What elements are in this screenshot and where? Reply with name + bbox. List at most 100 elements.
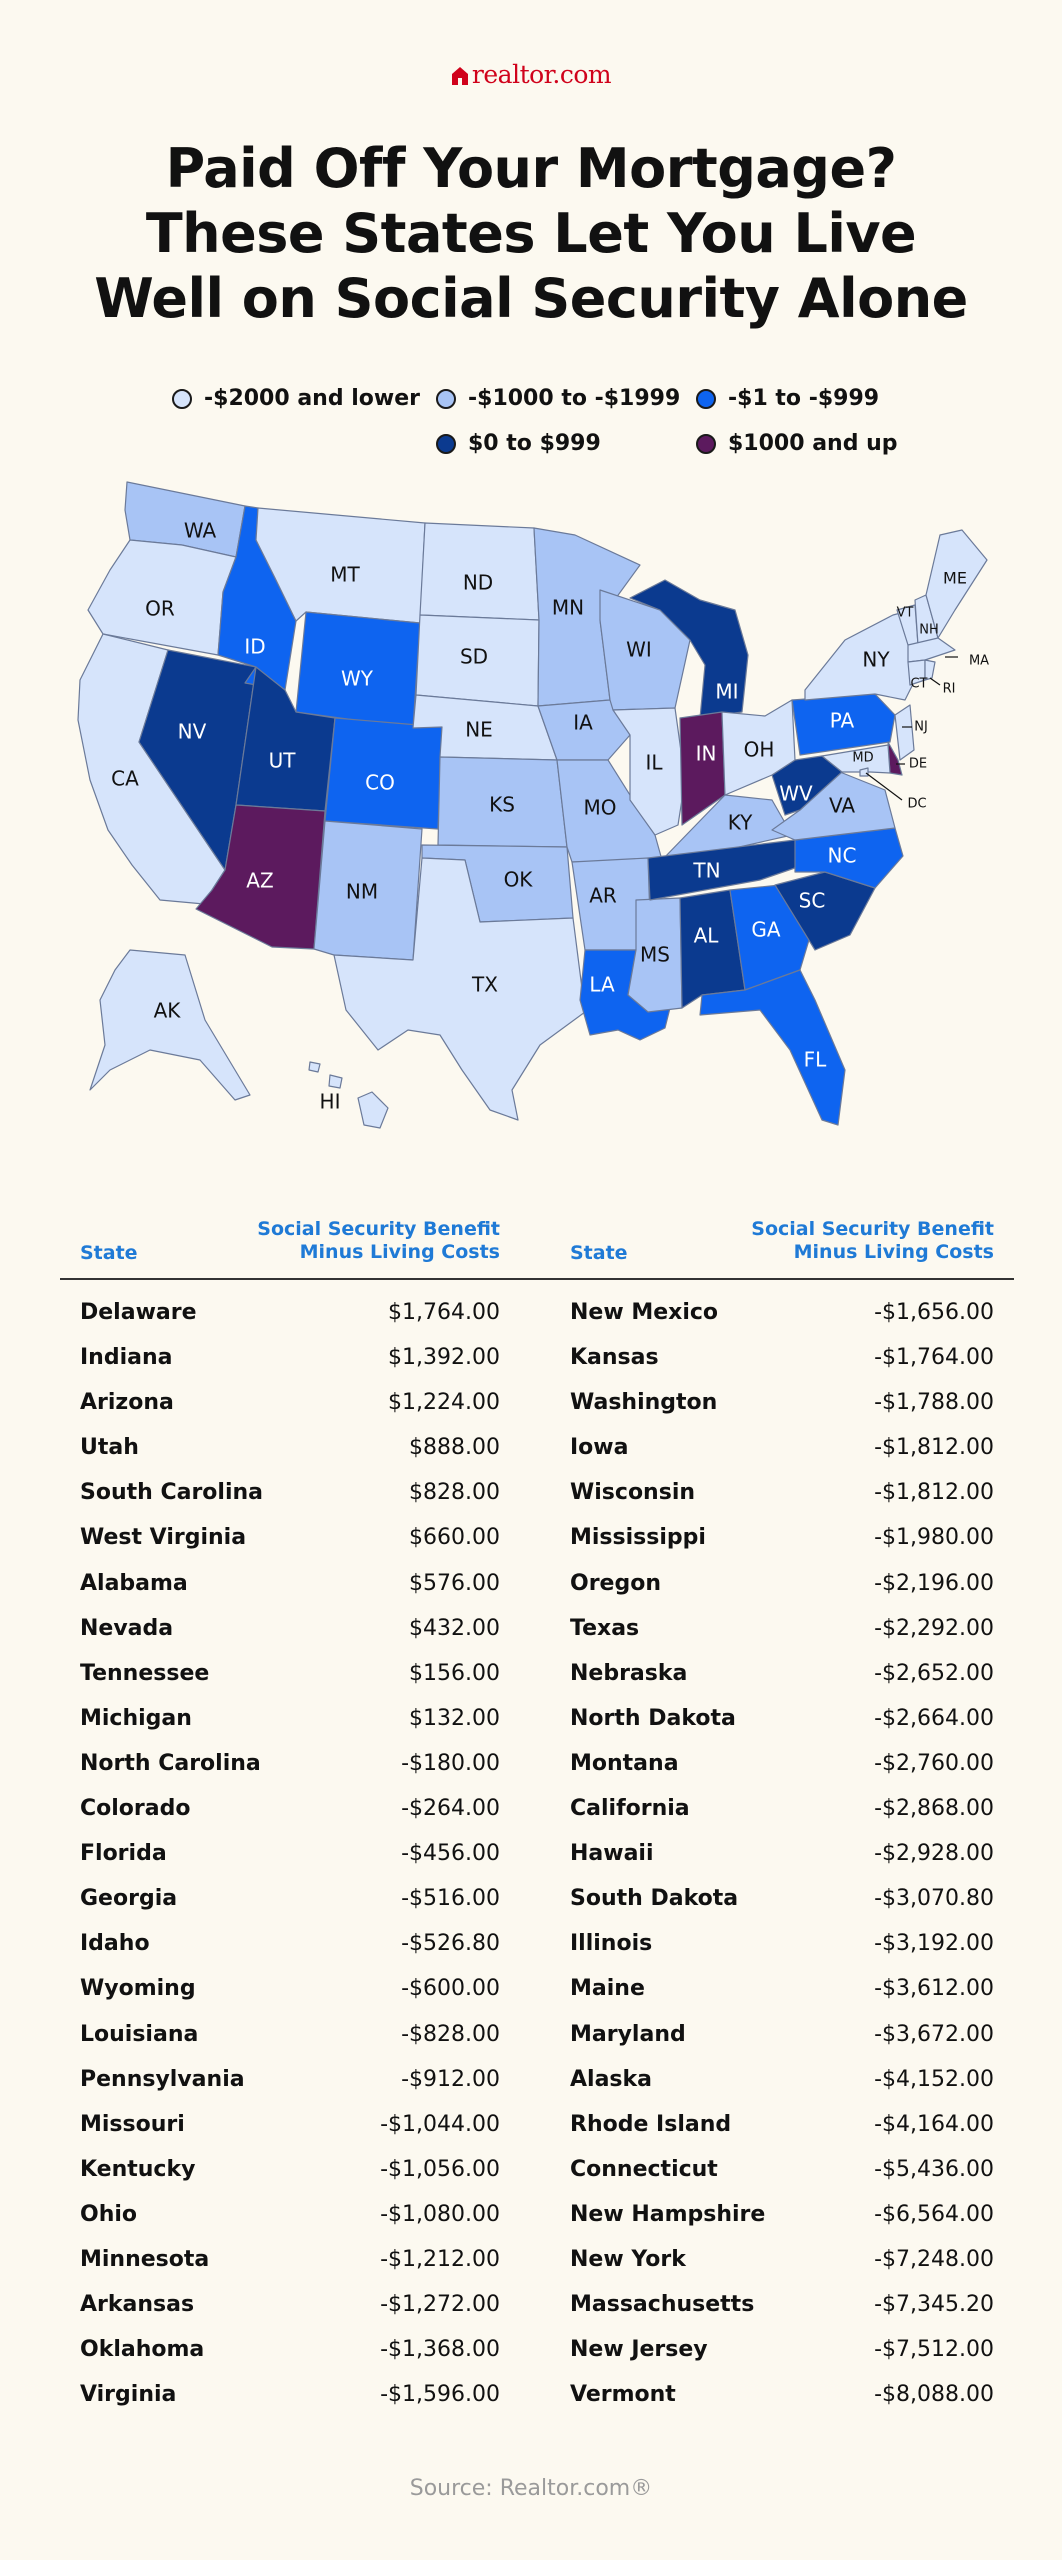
- state-name: Maryland: [570, 2021, 686, 2047]
- benefit-value: -$180.00: [401, 1750, 500, 1776]
- header-benefit: Social Security Benefit Minus Living Cost…: [751, 1218, 994, 1264]
- header-divider: [60, 1278, 1014, 1280]
- callout-line-dc: [865, 772, 903, 801]
- label-WV: WV: [779, 782, 813, 806]
- benefit-value: -$5,436.00: [874, 2156, 994, 2182]
- state-name: Nevada: [80, 1615, 174, 1641]
- benefit-value: -$1,656.00: [874, 1300, 994, 1325]
- benefit-value: $432.00: [409, 1615, 500, 1641]
- map-labels: WA OR CA NV ID MT WY UT AZ CO NM ND SD N…: [111, 519, 989, 1114]
- label-ID: ID: [244, 635, 265, 659]
- benefit-value: -$456.00: [401, 1841, 500, 1867]
- table-row: Hawaii -$2,928.00: [570, 1841, 994, 1886]
- state-HI: [357, 1091, 389, 1129]
- benefit-value: -$516.00: [401, 1886, 500, 1912]
- state-name: Tennessee: [80, 1660, 210, 1686]
- state-name: Michigan: [80, 1705, 192, 1731]
- legend-swatch: [436, 388, 456, 409]
- state-name: Colorado: [80, 1796, 191, 1822]
- table-row: South Dakota -$3,070.80: [570, 1886, 994, 1931]
- header-benefit-line-1: Social Security Benefit: [257, 1218, 500, 1240]
- label-AR: AR: [589, 884, 617, 908]
- label-CT: CT: [910, 677, 927, 692]
- label-IA: IA: [573, 711, 593, 735]
- label-MD: MD: [852, 751, 873, 766]
- legend-item: -$2000 and lower: [172, 386, 420, 411]
- benefit-value: -$1,812.00: [874, 1480, 994, 1506]
- state-IA: [537, 699, 631, 761]
- benefit-value: -$2,652.00: [874, 1660, 994, 1686]
- benefit-value: -$1,212.00: [380, 2246, 500, 2272]
- state-name: Illinois: [570, 1931, 653, 1957]
- legend-swatch: [696, 433, 716, 454]
- label-AK: AK: [154, 999, 182, 1023]
- benefit-value: -$526.80: [401, 1931, 500, 1957]
- label-MI: MI: [715, 680, 738, 704]
- benefit-value: -$4,164.00: [874, 2111, 994, 2137]
- state-name: Florida: [80, 1841, 167, 1867]
- legend-label: -$1000 to -$1999: [468, 386, 681, 411]
- benefit-value: -$1,056.00: [380, 2156, 500, 2182]
- table-row: Vermont -$8,088.00: [570, 2382, 994, 2427]
- state-name: New York: [570, 2246, 686, 2272]
- state-name: Utah: [80, 1435, 139, 1461]
- state-name: Hawaii: [570, 1841, 654, 1867]
- state-name: Pennsylvania: [80, 2066, 245, 2092]
- state-name: Louisiana: [80, 2021, 199, 2047]
- state-name: Arizona: [80, 1390, 174, 1416]
- table-row: New Hampshire -$6,564.00: [570, 2202, 994, 2247]
- state-name: Missouri: [80, 2111, 185, 2137]
- state-TX: [333, 857, 586, 1121]
- label-GA: GA: [751, 918, 780, 942]
- state-name: South Carolina: [80, 1480, 264, 1506]
- state-name: Rhode Island: [570, 2111, 732, 2137]
- benefit-value: $888.00: [409, 1435, 500, 1461]
- legend-item: -$1 to -$999: [696, 386, 879, 411]
- us-map: WA OR CA NV ID MT WY UT AZ CO NM ND SD N…: [77, 481, 989, 1129]
- table-left: State Social Security Benefit Minus Livin…: [80, 1216, 500, 2427]
- house-icon: [451, 63, 469, 92]
- benefit-value: -$3,070.80: [874, 1886, 994, 1912]
- header-benefit: Social Security Benefit Minus Living Cost…: [257, 1218, 500, 1264]
- state-HI-2: [328, 1074, 343, 1089]
- benefit-value: -$912.00: [401, 2066, 500, 2092]
- table-row: Kansas -$1,764.00: [570, 1345, 994, 1390]
- label-PA: PA: [830, 709, 855, 733]
- header-state: State: [80, 1242, 138, 1264]
- benefit-value: -$1,980.00: [874, 1525, 994, 1551]
- state-name: Massachusetts: [570, 2292, 755, 2318]
- benefit-value: -$1,368.00: [380, 2337, 500, 2363]
- benefit-value: -$7,512.00: [874, 2337, 994, 2363]
- state-name: Alaska: [570, 2066, 652, 2092]
- realtor-logo: realtor.com: [0, 60, 1062, 92]
- table-row: Maryland -$3,672.00: [570, 2022, 994, 2067]
- benefit-value: $156.00: [409, 1660, 500, 1686]
- table-row: South Carolina $828.00: [80, 1480, 500, 1525]
- table-row: Oregon -$2,196.00: [570, 1571, 994, 1616]
- table-row: North Carolina -$180.00: [80, 1751, 500, 1796]
- benefit-value: $660.00: [409, 1525, 500, 1551]
- state-name: Mississippi: [570, 1525, 706, 1551]
- table-row: Arkansas -$1,272.00: [80, 2292, 500, 2337]
- table-row: North Dakota -$2,664.00: [570, 1706, 994, 1751]
- state-AK: [89, 949, 251, 1101]
- state-name: Alabama: [80, 1570, 188, 1596]
- label-KS: KS: [489, 793, 515, 817]
- title-line-2: These States Let You Live: [145, 202, 917, 265]
- state-DC: [859, 767, 869, 777]
- benefit-value: -$1,812.00: [874, 1435, 994, 1461]
- table-row: Minnesota -$1,212.00: [80, 2247, 500, 2292]
- table-row: Tennessee $156.00: [80, 1661, 500, 1706]
- callout-lines: [865, 656, 958, 801]
- table-row: Arizona $1,224.00: [80, 1390, 500, 1435]
- table-row: Connecticut -$5,436.00: [570, 2157, 994, 2202]
- state-name: California: [570, 1796, 690, 1822]
- state-FL: [699, 969, 846, 1126]
- state-name: Wisconsin: [570, 1480, 696, 1506]
- table-row: Rhode Island -$4,164.00: [570, 2112, 994, 2157]
- table-row: California -$2,868.00: [570, 1796, 994, 1841]
- table-row: Louisiana -$828.00: [80, 2022, 500, 2067]
- table-header: State Social Security Benefit Minus Livin…: [570, 1216, 994, 1276]
- page-title: Paid Off Your Mortgage? These States Let…: [0, 136, 1062, 331]
- label-RI: RI: [943, 682, 956, 697]
